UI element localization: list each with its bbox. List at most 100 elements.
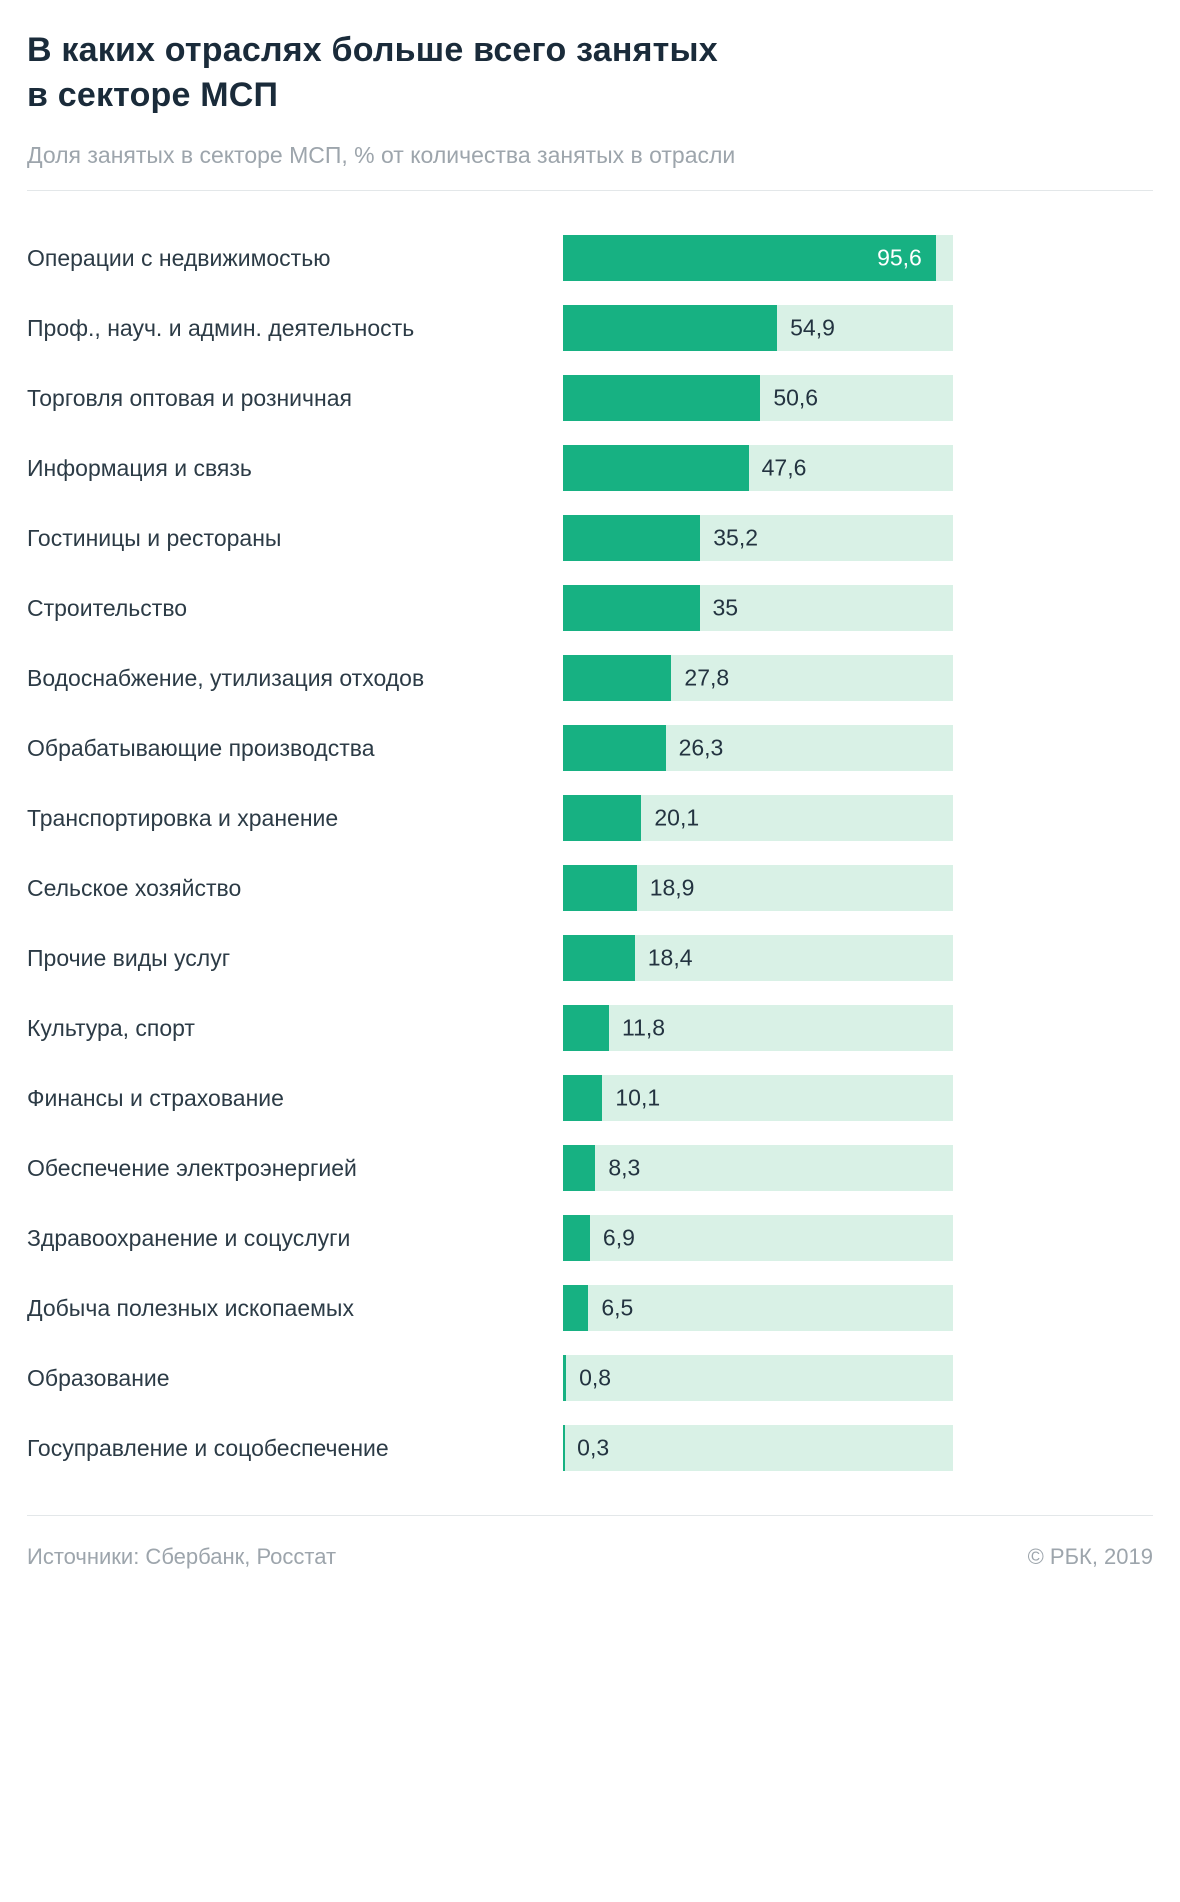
value-label: 6,9 xyxy=(602,1224,635,1251)
category-label: Прочие виды услуг xyxy=(27,945,231,971)
bar-chart: Операции с недвижимостью 95,6 Проф., науч.… xyxy=(27,235,1153,1471)
bar-track: 47,6 xyxy=(563,445,953,491)
page-title-line-2: в секторе МСП xyxy=(27,76,279,114)
chart-row: Строительство 35 xyxy=(27,585,1153,631)
category-label: Обрабатывающие производства xyxy=(27,735,375,761)
category-label: Образование xyxy=(27,1365,170,1391)
category-label: Операции с недвижимостью xyxy=(27,245,331,271)
bar-fill xyxy=(563,865,637,911)
bar-fill xyxy=(563,1005,610,1051)
value-label: 11,8 xyxy=(622,1014,666,1041)
chart-row: Сельское хозяйство 18,9 xyxy=(27,865,1153,911)
page-title: В каких отраслях больше всего занятых в с… xyxy=(27,28,1153,118)
bar-fill xyxy=(563,585,700,631)
chart-row: Финансы и страхование 10,1 xyxy=(27,1075,1153,1121)
sources-label: Источники: Сбербанк, Росстат xyxy=(27,1544,337,1569)
chart-row: Прочие виды услуг 18,4 xyxy=(27,935,1153,981)
bar-track: 50,6 xyxy=(563,375,953,421)
bar-track: 35 xyxy=(563,585,953,631)
bar-track: 0,8 xyxy=(563,1355,953,1401)
value-label: 18,4 xyxy=(647,944,693,971)
bar-fill xyxy=(563,935,635,981)
chart-row: Здравоохранение и соцуслуги 6,9 xyxy=(27,1215,1153,1261)
value-label: 18,9 xyxy=(649,874,695,901)
footer: Источники: Сбербанк, Росстат © РБК, 2019 xyxy=(27,1544,1153,1570)
bar-track: 0,3 xyxy=(563,1425,953,1471)
bar-track: 6,9 xyxy=(563,1215,953,1261)
category-label: Гостиницы и рестораны xyxy=(27,525,282,551)
bar-track: 8,3 xyxy=(563,1145,953,1191)
bar-track: 10,1 xyxy=(563,1075,953,1121)
chart-row: Культура, спорт 11,8 xyxy=(27,1005,1153,1051)
chart-row: Образование 0,8 xyxy=(27,1355,1153,1401)
value-label: 35,2 xyxy=(713,524,759,551)
value-label: 95,6 xyxy=(877,244,922,271)
chart-row: Операции с недвижимостью 95,6 xyxy=(27,235,1153,281)
chart-row: Водоснабжение, утилизация отходов 27,8 xyxy=(27,655,1153,701)
value-label: 50,6 xyxy=(773,384,819,411)
bar-fill xyxy=(563,1215,590,1261)
bar-fill xyxy=(563,795,642,841)
value-label: 0,3 xyxy=(577,1434,610,1461)
value-label: 6,5 xyxy=(601,1294,634,1321)
chart-row: Информация и связь 47,6 xyxy=(27,445,1153,491)
value-label: 8,3 xyxy=(608,1154,641,1181)
bar-fill xyxy=(563,1145,596,1191)
page-title-line-1: В каких отраслях больше всего занятых xyxy=(27,31,718,69)
bar-fill xyxy=(563,1075,603,1121)
category-label: Водоснабжение, утилизация отходов xyxy=(27,665,425,691)
bar-track: 35,2 xyxy=(563,515,953,561)
value-label: 26,3 xyxy=(678,734,724,761)
chart-row: Торговля оптовая и розничная 50,6 xyxy=(27,375,1153,421)
bar-track: 6,5 xyxy=(563,1285,953,1331)
header: В каких отраслях больше всего занятых в с… xyxy=(27,28,1153,170)
bar-fill xyxy=(563,515,701,561)
bar-fill xyxy=(563,1285,589,1331)
chart-row: Добыча полезных ископаемых 6,5 xyxy=(27,1285,1153,1331)
chart-row: Обрабатывающие производства 26,3 xyxy=(27,725,1153,771)
category-label: Госуправление и соцобеспечение xyxy=(27,1435,389,1461)
category-label: Строительство xyxy=(27,595,188,621)
bar-fill xyxy=(563,235,936,281)
category-label: Проф., науч. и админ. деятельность xyxy=(27,315,415,341)
bar-fill xyxy=(563,445,749,491)
category-label: Добыча полезных ископаемых xyxy=(27,1295,354,1321)
chart-row: Проф., науч. и админ. деятельность 54,9 xyxy=(27,305,1153,351)
bar-fill xyxy=(563,305,778,351)
value-label: 27,8 xyxy=(684,664,730,691)
bottom-divider xyxy=(27,1515,1153,1516)
bar-track: 26,3 xyxy=(563,725,953,771)
bar-track: 18,4 xyxy=(563,935,953,981)
bar-fill xyxy=(563,655,672,701)
copyright-label: © РБК, 2019 xyxy=(1027,1544,1153,1569)
chart-row: Обеспечение электроэнергией 8,3 xyxy=(27,1145,1153,1191)
top-divider xyxy=(27,190,1153,191)
category-label: Торговля оптовая и розничная xyxy=(27,385,352,411)
category-label: Транспортировка и хранение xyxy=(27,805,339,831)
category-label: Сельское хозяйство xyxy=(27,875,242,901)
value-label: 35 xyxy=(712,594,739,621)
bar-fill xyxy=(563,725,666,771)
bar-track: 11,8 xyxy=(563,1005,953,1051)
bar-track: 18,9 xyxy=(563,865,953,911)
category-label: Информация и связь xyxy=(27,455,252,481)
bar-track: 54,9 xyxy=(563,305,953,351)
bar-fill xyxy=(563,1425,565,1471)
chart-row: Гостиницы и рестораны 35,2 xyxy=(27,515,1153,561)
category-label: Обеспечение электроэнергией xyxy=(27,1155,357,1181)
value-label: 0,8 xyxy=(579,1364,612,1391)
bar-fill xyxy=(563,1355,567,1401)
chart-row: Госуправление и соцобеспечение 0,3 xyxy=(27,1425,1153,1471)
bar-track: 20,1 xyxy=(563,795,953,841)
bar-fill xyxy=(563,375,761,421)
bar-track: 95,6 xyxy=(563,235,953,281)
category-label: Здравоохранение и соцуслуги xyxy=(27,1225,351,1251)
value-label: 54,9 xyxy=(790,314,835,341)
value-label: 10,1 xyxy=(615,1084,661,1111)
chart-row: Транспортировка и хранение 20,1 xyxy=(27,795,1153,841)
category-label: Культура, спорт xyxy=(27,1015,195,1041)
bar-track: 27,8 xyxy=(563,655,953,701)
chart-subtitle: Доля занятых в секторе МСП, % от количес… xyxy=(27,142,736,168)
value-label: 20,1 xyxy=(654,804,700,831)
